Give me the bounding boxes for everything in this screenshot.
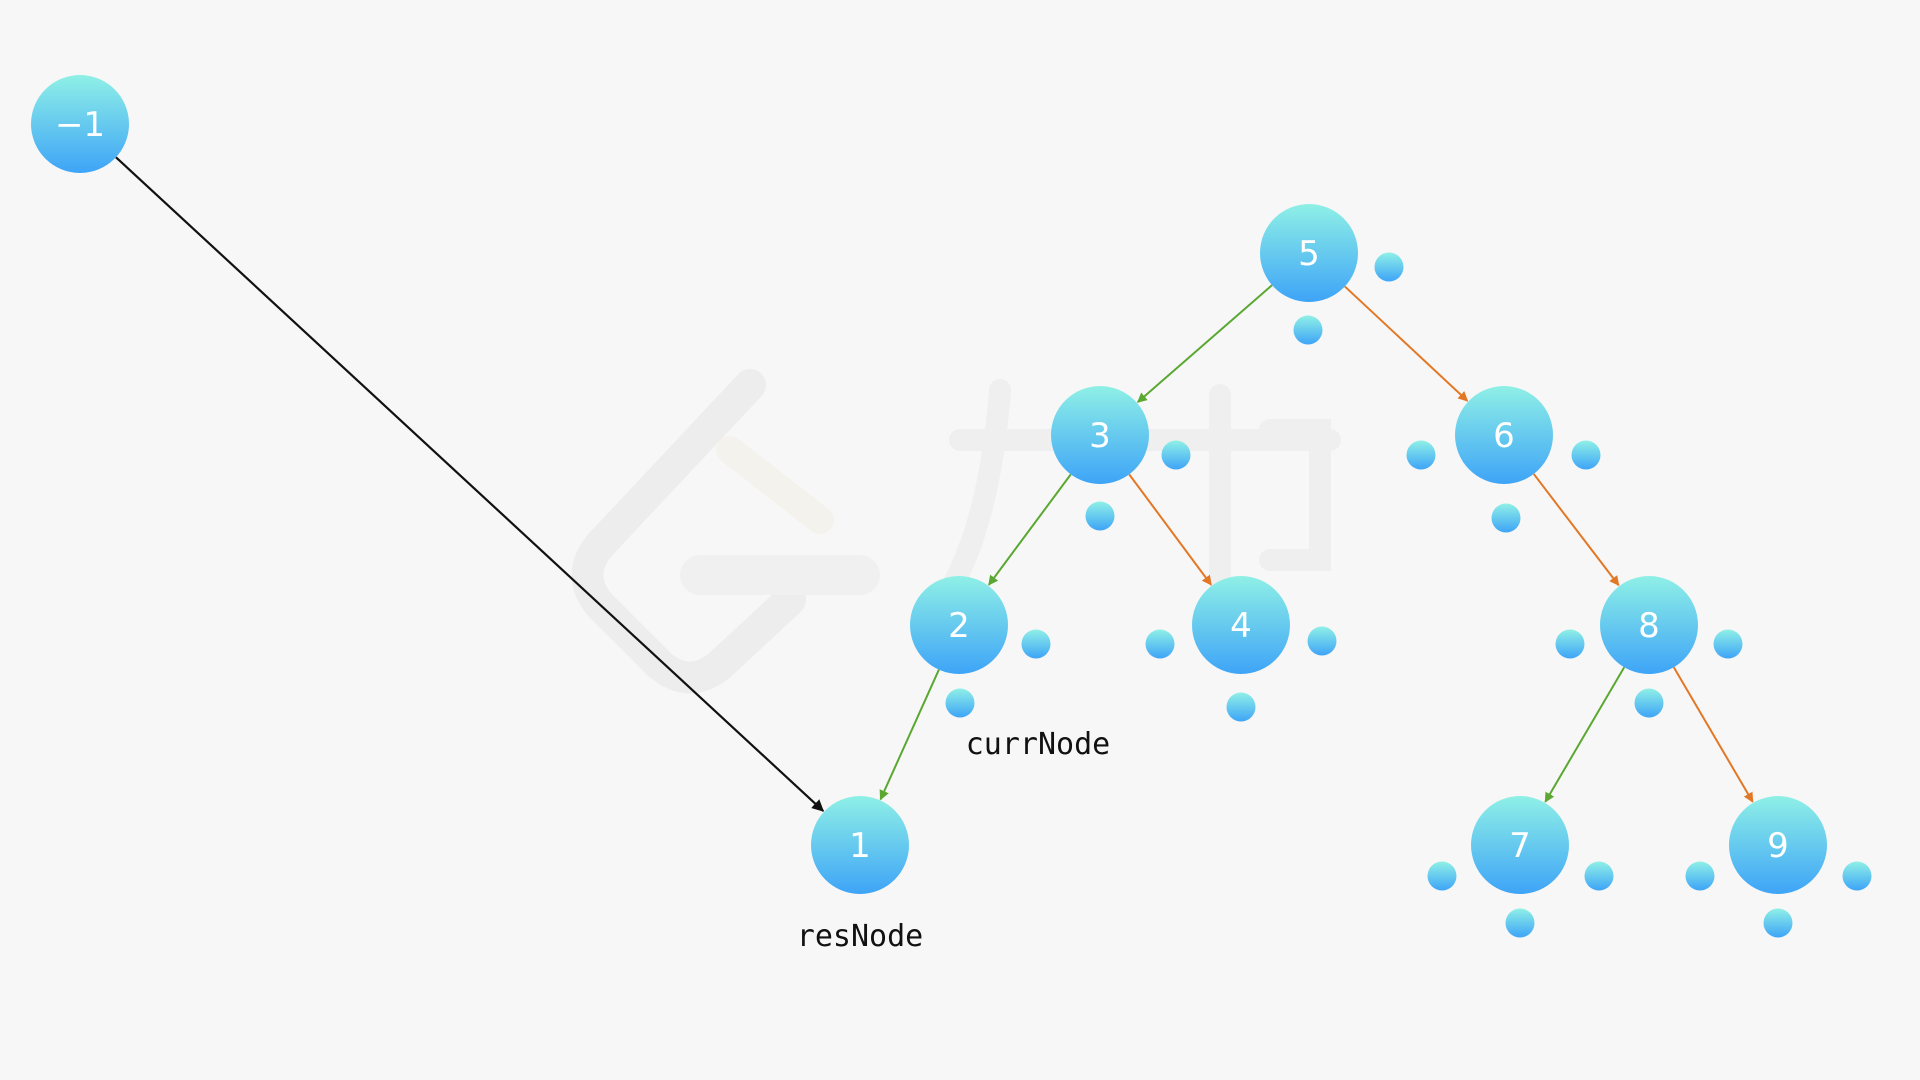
edge-n8-to-n7	[1544, 666, 1626, 803]
node-value-label: −1	[55, 105, 105, 145]
null-child-dot	[1293, 315, 1323, 345]
node-value-label: 1	[849, 826, 871, 866]
edge-n3-to-n2	[987, 473, 1072, 586]
null-child-dot	[1584, 861, 1614, 891]
tree-node-5: 5	[1260, 204, 1358, 302]
node-circle	[31, 75, 129, 173]
null-placeholder-layer	[945, 252, 1872, 938]
null-child-dot	[1161, 440, 1191, 470]
null-child-dot	[1085, 501, 1115, 531]
null-child-dot	[1505, 908, 1535, 938]
node-circle	[1455, 386, 1553, 484]
edge-n8-to-n9	[1672, 666, 1754, 803]
node-circle	[811, 796, 909, 894]
node-value-label: 8	[1638, 606, 1660, 646]
node-circle	[1051, 386, 1149, 484]
null-child-dot	[945, 688, 975, 718]
node-value-label: 3	[1089, 416, 1111, 456]
tree-node-2: 2	[910, 576, 1008, 674]
node-layer: −1 5 3 6 2 4 8 1 7 9	[31, 75, 1827, 894]
node-circle	[1600, 576, 1698, 674]
edge-n2-to-n1	[879, 669, 940, 801]
null-child-dot	[1491, 503, 1521, 533]
null-child-dot	[1634, 688, 1664, 718]
null-child-dot	[1842, 861, 1872, 891]
node-value-label: 7	[1509, 826, 1531, 866]
null-child-dot	[1406, 440, 1436, 470]
node-circle	[910, 576, 1008, 674]
null-child-dot	[1307, 626, 1337, 656]
null-child-dot	[1021, 629, 1051, 659]
null-child-dot	[1713, 629, 1743, 659]
tree-node-7: 7	[1471, 796, 1569, 894]
edge-n5-to-n3	[1136, 284, 1273, 403]
edge-n3-to-n4	[1128, 473, 1213, 586]
node-circle	[1260, 204, 1358, 302]
null-child-dot	[1685, 861, 1715, 891]
null-child-dot	[1763, 908, 1793, 938]
node-value-label: 9	[1767, 826, 1789, 866]
node-circle	[1471, 796, 1569, 894]
tree-node-8: 8	[1600, 576, 1698, 674]
tree-node-4: 4	[1192, 576, 1290, 674]
null-child-dot	[1427, 861, 1457, 891]
tree-node-3: 3	[1051, 386, 1149, 484]
null-child-dot	[1571, 440, 1601, 470]
res-node-label: resNode	[797, 919, 923, 954]
null-child-dot	[1374, 252, 1404, 282]
node-value-label: 4	[1230, 606, 1252, 646]
node-value-label: 5	[1298, 234, 1320, 274]
edge-n5-to-n6	[1344, 285, 1469, 402]
null-child-dot	[1555, 629, 1585, 659]
tree-node-1: 1	[811, 796, 909, 894]
tree-node-9: 9	[1729, 796, 1827, 894]
node-circle	[1192, 576, 1290, 674]
tree-node--1: −1	[31, 75, 129, 173]
null-child-dot	[1145, 629, 1175, 659]
node-value-label: 6	[1493, 416, 1515, 456]
null-child-dot	[1226, 692, 1256, 722]
node-value-label: 2	[948, 606, 970, 646]
curr-node-label: currNode	[966, 727, 1111, 762]
node-circle	[1729, 796, 1827, 894]
edge-n6-to-n8	[1532, 473, 1620, 587]
edge-layer	[115, 156, 1754, 812]
tree-node-6: 6	[1455, 386, 1553, 484]
edge-n-1-to-n1	[115, 156, 825, 812]
